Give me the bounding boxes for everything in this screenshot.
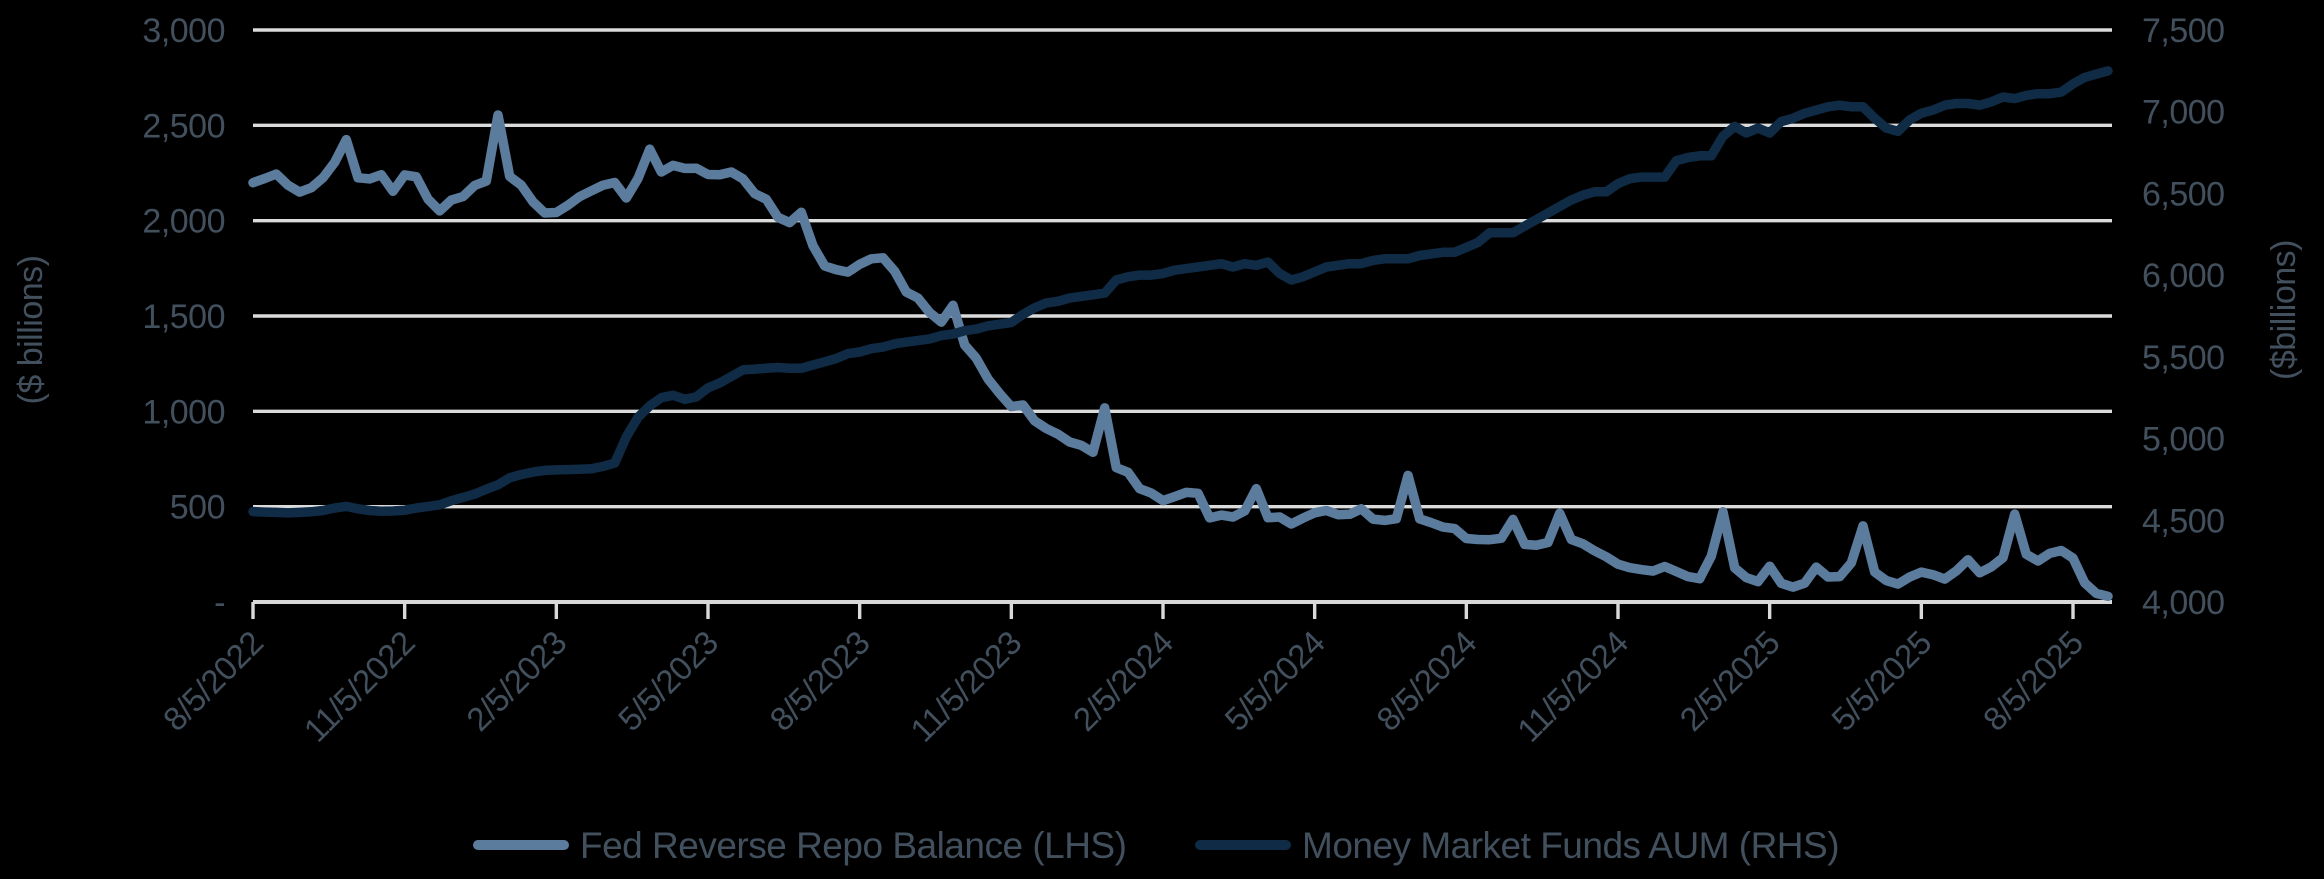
y-right-tick-label: 6,500 (2142, 175, 2225, 213)
legend-label-money-market-funds: Money Market Funds AUM (RHS) (1302, 825, 1839, 866)
y-right-tick-label: 6,000 (2142, 257, 2225, 295)
x-tick-label: 8/5/2023 (762, 624, 876, 738)
y-right-tick-label: 7,500 (2142, 12, 2225, 50)
x-tick-label: 5/5/2025 (1824, 624, 1938, 738)
y-right-tick-label: 7,000 (2142, 94, 2225, 132)
x-tick-label: 5/5/2023 (611, 624, 725, 738)
y-right-tick-label: 4,500 (2142, 502, 2225, 540)
x-tick-label: 2/5/2024 (1066, 624, 1180, 738)
x-tick-label: 2/5/2023 (459, 624, 573, 738)
x-tick-label: 11/5/2024 (1510, 624, 1635, 749)
gridlines (253, 28, 2112, 509)
x-tick-label: 2/5/2025 (1672, 624, 1786, 738)
x-labels: 8/5/2022 11/5/2022 2/5/2023 5/5/2023 8/5/202… (156, 624, 2090, 749)
x-tick-label: 8/5/2022 (156, 624, 270, 738)
x-tick-label: 8/5/2024 (1369, 624, 1483, 738)
x-tick-label: 5/5/2024 (1217, 624, 1331, 738)
y-right-labels: 7,500 7,000 6,500 6,000 5,500 5,000 4,500 4,000 (2142, 12, 2225, 622)
legend: Fed Reverse Repo Balance (LHS) Money Mar… (473, 825, 1840, 866)
y-left-tick-label: 1,000 (142, 393, 225, 431)
x-tick-label: 11/5/2022 (297, 624, 422, 749)
series-lines (248, 66, 2113, 602)
y-left-tick-label: 3,000 (142, 12, 225, 50)
y-left-tick-label: 2,000 (142, 203, 225, 241)
y-left-tick-label: 500 (170, 489, 225, 527)
x-tick-label: 11/5/2023 (903, 624, 1028, 749)
y-right-tick-label: 5,000 (2142, 421, 2225, 459)
y-right-tick-label: 5,500 (2142, 339, 2225, 377)
x-tick-label: 8/5/2025 (1976, 624, 2090, 738)
y-right-tick-label: 4,000 (2142, 584, 2225, 622)
left-axis-title: ($ billions) (12, 256, 50, 405)
y-left-tick-label: 2,500 (142, 107, 225, 145)
fed-reverse-repo-line (248, 110, 2113, 602)
y-left-labels: 3,000 2,500 2,000 1,500 1,000 500 - (142, 12, 225, 622)
right-axis-title: ($billions) (2265, 240, 2303, 380)
x-axis (251, 600, 2112, 619)
y-left-tick-label: 1,500 (142, 298, 225, 336)
legend-label-fed-reverse-repo: Fed Reverse Repo Balance (LHS) (580, 825, 1126, 866)
y-left-tick-label: - (214, 584, 225, 622)
money-market-funds-line (248, 66, 2113, 518)
